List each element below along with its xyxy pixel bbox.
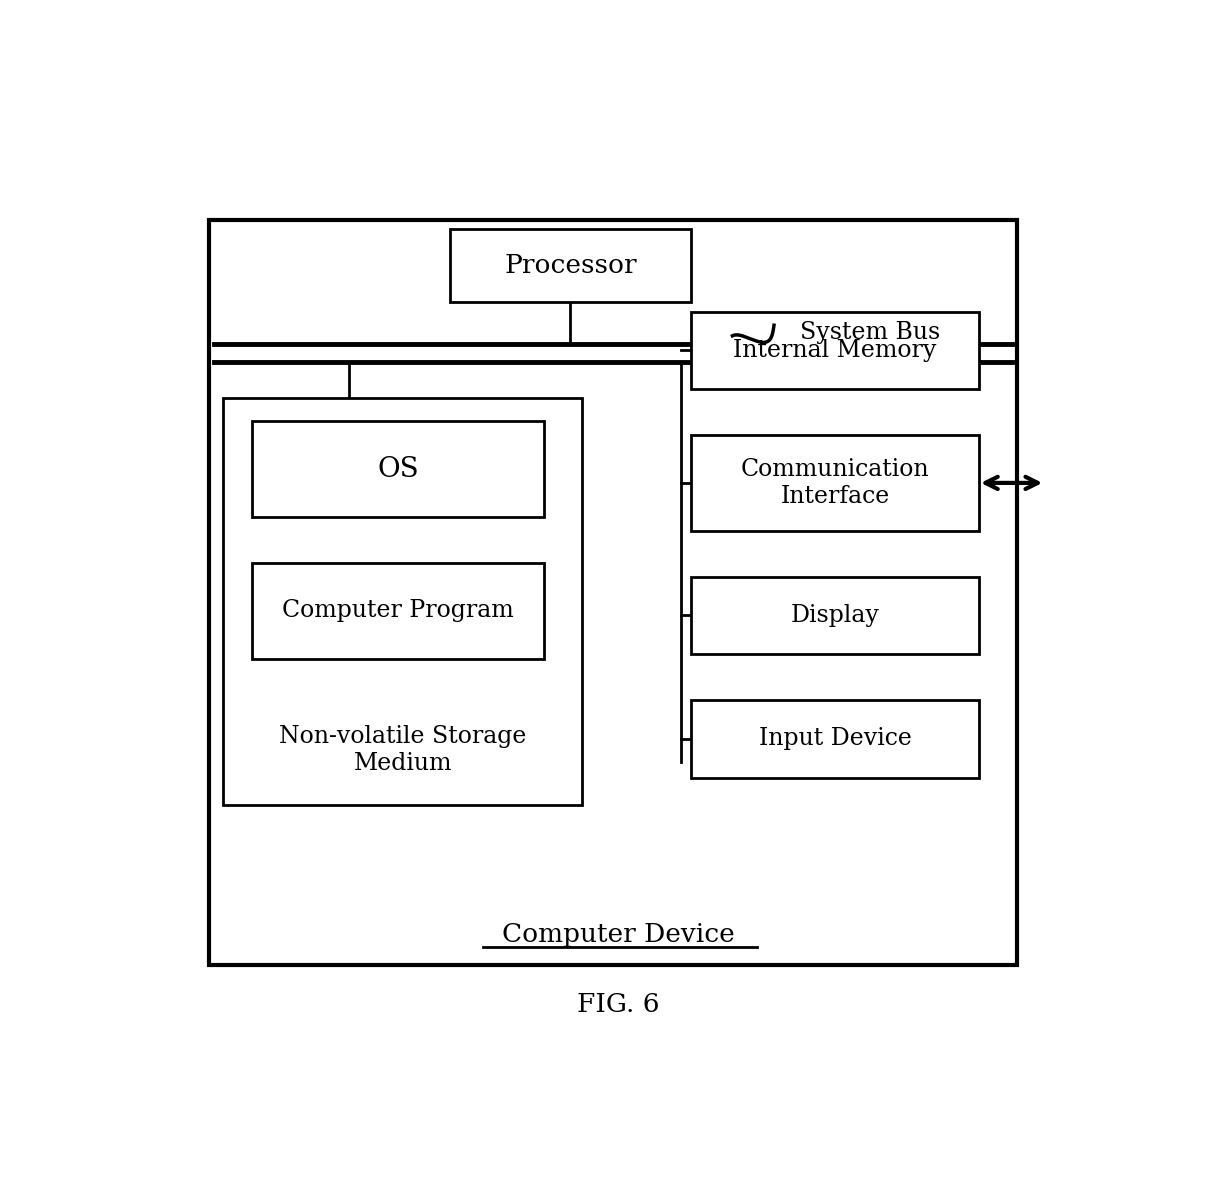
Text: Non-volatile Storage
Medium: Non-volatile Storage Medium — [279, 725, 527, 775]
Text: System Bus: System Bus — [800, 320, 940, 343]
Text: Input Device: Input Device — [758, 728, 912, 750]
Bar — [210, 220, 1017, 965]
Text: Computer Program: Computer Program — [282, 599, 514, 622]
Text: Processor: Processor — [505, 253, 636, 278]
Text: Display: Display — [790, 604, 879, 627]
Text: FIG. 6: FIG. 6 — [577, 992, 659, 1017]
Text: Communication
Interface: Communication Interface — [741, 458, 929, 508]
Text: OS: OS — [377, 456, 419, 483]
Text: Internal Memory: Internal Memory — [734, 338, 936, 362]
Bar — [251, 563, 545, 659]
Bar — [691, 700, 979, 777]
Bar — [691, 311, 979, 389]
Bar — [450, 229, 691, 303]
Bar — [691, 434, 979, 531]
Text: Computer Device: Computer Device — [502, 922, 735, 947]
Bar — [691, 577, 979, 654]
Bar — [251, 421, 545, 518]
Bar — [223, 399, 583, 805]
